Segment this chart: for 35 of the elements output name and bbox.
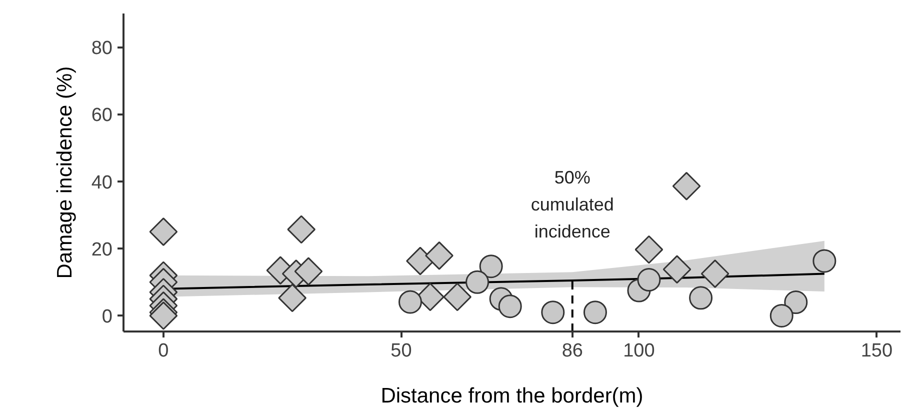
y-axis-title: Damage incidence (%) bbox=[53, 66, 76, 279]
point bbox=[479, 254, 503, 278]
point bbox=[812, 249, 836, 273]
y-tick-label: 20 bbox=[91, 240, 113, 261]
point bbox=[784, 290, 808, 314]
point bbox=[278, 284, 306, 312]
point bbox=[583, 300, 607, 324]
point bbox=[287, 215, 316, 244]
y-tick-label: 0 bbox=[102, 306, 113, 328]
point bbox=[498, 294, 522, 318]
x-axis-title: Distance from the border(m) bbox=[380, 384, 644, 408]
x-tick-label: 150 bbox=[860, 340, 893, 362]
x-tick-label: 0 bbox=[158, 340, 169, 362]
point bbox=[672, 172, 701, 200]
point bbox=[689, 286, 713, 310]
y-tick-label: 40 bbox=[91, 172, 113, 194]
point bbox=[466, 270, 490, 294]
point bbox=[541, 300, 565, 324]
point bbox=[294, 257, 323, 286]
point bbox=[662, 255, 692, 284]
point bbox=[149, 218, 178, 246]
point bbox=[770, 304, 794, 328]
point bbox=[700, 260, 730, 288]
point bbox=[637, 268, 661, 292]
ref-line-label: 50% cumulated incidence bbox=[530, 167, 614, 242]
point bbox=[406, 246, 434, 276]
point bbox=[425, 241, 454, 270]
x-tick-label: 100 bbox=[623, 340, 655, 362]
y-tick-label: 60 bbox=[91, 105, 113, 126]
point bbox=[443, 282, 472, 312]
y-tick-label: 80 bbox=[91, 38, 113, 60]
point bbox=[634, 235, 664, 264]
x-tick-label: 86 bbox=[562, 340, 583, 362]
point bbox=[398, 290, 422, 314]
x-tick-label: 50 bbox=[390, 340, 412, 362]
